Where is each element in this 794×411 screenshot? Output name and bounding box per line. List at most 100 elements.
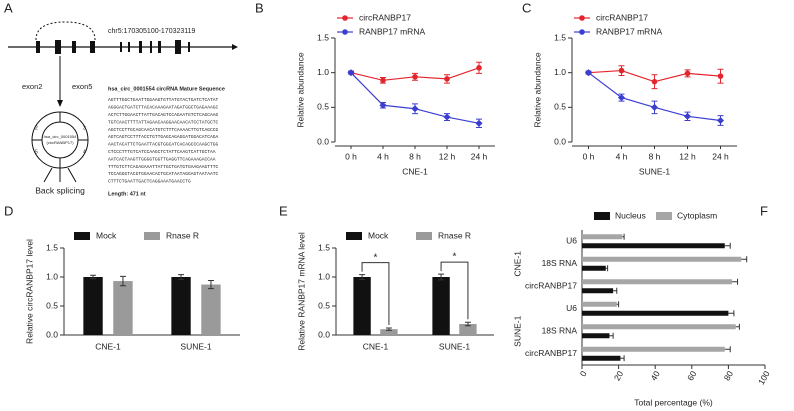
y-tick-label: 1.0 <box>46 271 58 281</box>
legend-marker <box>342 15 348 21</box>
bar <box>582 333 610 339</box>
arrow-head <box>57 100 63 107</box>
x-tick-label: 40 <box>648 369 662 382</box>
legend-label: Rnase R <box>166 230 199 240</box>
point <box>412 74 418 80</box>
significance: * <box>453 252 457 263</box>
legend-swatch <box>346 232 362 240</box>
error-bar <box>620 355 625 362</box>
error-bar <box>741 256 748 263</box>
legend-swatch <box>594 212 610 220</box>
bar <box>353 277 371 335</box>
error-bar <box>728 310 735 317</box>
y-tick-label: circRANBP17 <box>525 348 577 358</box>
splice-arc <box>35 21 96 41</box>
gene-arrow <box>232 44 238 50</box>
point <box>618 67 625 74</box>
y-tick-label: 0.5 <box>554 102 566 112</box>
sequence-line: AGTTTGGCTGAATTGGAAGTGTTATGTACTGATCTCATAT <box>108 97 219 103</box>
error-bar <box>724 242 731 249</box>
back-splicing: Back splicing <box>35 185 85 195</box>
x-tick-label: SUNE-1 <box>180 341 211 351</box>
legend-label: Cytoplasm <box>677 210 717 220</box>
point <box>683 112 692 120</box>
point <box>476 65 482 71</box>
circ-label: (circRANBP17) <box>46 140 74 145</box>
sequence-line: TGTCAACTTTTATTAGAACAAGGAACAACATCCTATGCTC <box>108 119 219 125</box>
error-bar <box>605 265 609 272</box>
exon-label: exon2 <box>22 82 42 91</box>
point <box>411 105 419 113</box>
x-tick-label: CNE-1 <box>363 341 389 351</box>
x-tick-label: 12 h <box>679 151 696 161</box>
sequence-line: TTTGTCTTCAGAGAAATTATTGCTGATGTGAAGAAGTTTC <box>108 164 219 170</box>
error-bar <box>359 274 366 280</box>
bar <box>582 310 729 316</box>
legend-swatch <box>144 232 160 240</box>
x-axis-label: Total percentage (%) <box>634 397 713 407</box>
y-tick-label: 1.0 <box>554 67 566 77</box>
group-label: CNE-1 <box>512 251 522 277</box>
y-tick-label: 1.5 <box>318 242 330 252</box>
error-bar <box>464 321 471 327</box>
y-tick-label: U6 <box>566 236 577 246</box>
panel-a: A chr5:170305100-170323119 exon2 exon5 2… <box>4 0 238 197</box>
error-bar <box>385 327 392 331</box>
sequence-line: CTTTCTGAATTGACTCAGGAAATGAACCTG <box>108 179 191 185</box>
error-bar <box>609 332 614 339</box>
circ-number: 2 <box>35 125 38 131</box>
point <box>584 69 593 77</box>
y-tick-label: 1.5 <box>554 32 566 42</box>
location: chr5:170305100-170323119 <box>108 28 196 35</box>
y-tick-label: 1.0 <box>317 67 329 77</box>
error-bar <box>207 279 214 290</box>
x-tick-label: SUNE-1 <box>439 341 470 351</box>
sequence-line: AGTCAGTCCTTTACCTGTTGAGCAGAGGATGGACATCAGA <box>108 134 219 140</box>
sequence-line: AATCACTAAGTTGGGGTGGTTGAGGTTCAGAAAGACCAA <box>108 156 216 162</box>
bar <box>582 256 742 262</box>
point <box>684 70 691 77</box>
sequence-line: AACTACATTCTGAATTACGTGGCATCACAGCCCAAGCTGG <box>108 142 219 148</box>
y-tick-label: 0.0 <box>318 329 330 339</box>
bar <box>582 355 621 361</box>
legend-swatch <box>656 212 672 220</box>
legend-label: Mock <box>96 230 117 240</box>
bar <box>582 301 617 307</box>
sequence-title: hsa_circ_0001554 circRNA Mature Sequence <box>108 86 225 92</box>
bar <box>582 346 725 352</box>
x-tick-label: 100 <box>756 369 772 387</box>
y-tick-label: 18S RNA <box>542 326 578 336</box>
point <box>379 101 387 109</box>
x-tick-label: 24 h <box>712 151 729 161</box>
error-bar <box>622 233 625 240</box>
x-tick-label: 0 <box>578 369 589 378</box>
sequence-line: ACTCTTGGAACTTATTGACAGTCCAGAATGTCTCAGCAAG <box>108 112 219 118</box>
x-tick-label: 0 h <box>345 151 357 161</box>
error-bar <box>724 346 731 353</box>
panel-label: D <box>4 203 13 218</box>
y-tick-label: circRANBP17 <box>525 281 577 291</box>
sequence-line: CTCCCTTTGTCATCCAAGCTCTATTCAAGTCATTGCTAA <box>108 149 216 155</box>
error-bar <box>178 274 185 280</box>
y-tick-label: 0.5 <box>318 300 330 310</box>
bar <box>582 324 736 330</box>
bar <box>582 288 614 294</box>
sequence-line: AGGGACTGATCTTACACAAAGAATAGATGGCTGAGAAAGC <box>108 105 219 111</box>
legend-swatch <box>74 232 90 240</box>
error-bar <box>90 274 97 280</box>
bar <box>171 277 191 335</box>
sequence-line: TCCAGGGTACGTGGAACACTGCATAATAGGAGTAATAATC <box>108 171 219 177</box>
circ-ticks <box>32 112 88 168</box>
bar <box>582 243 725 249</box>
bar <box>582 279 733 285</box>
significance-bracket <box>440 261 469 320</box>
y-tick-label: 1.5 <box>46 242 58 252</box>
y-tick-label: 0.5 <box>317 102 329 112</box>
legend-marker <box>342 29 348 35</box>
y-axis-label: Relative abundance <box>295 52 305 127</box>
point <box>380 77 386 84</box>
point <box>651 78 658 85</box>
bar <box>582 265 606 271</box>
legend-swatch <box>416 232 432 240</box>
